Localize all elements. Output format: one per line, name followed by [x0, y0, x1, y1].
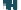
Bar: [3, 4, 12, 6]
Bar: [3, 0, 9, 1]
